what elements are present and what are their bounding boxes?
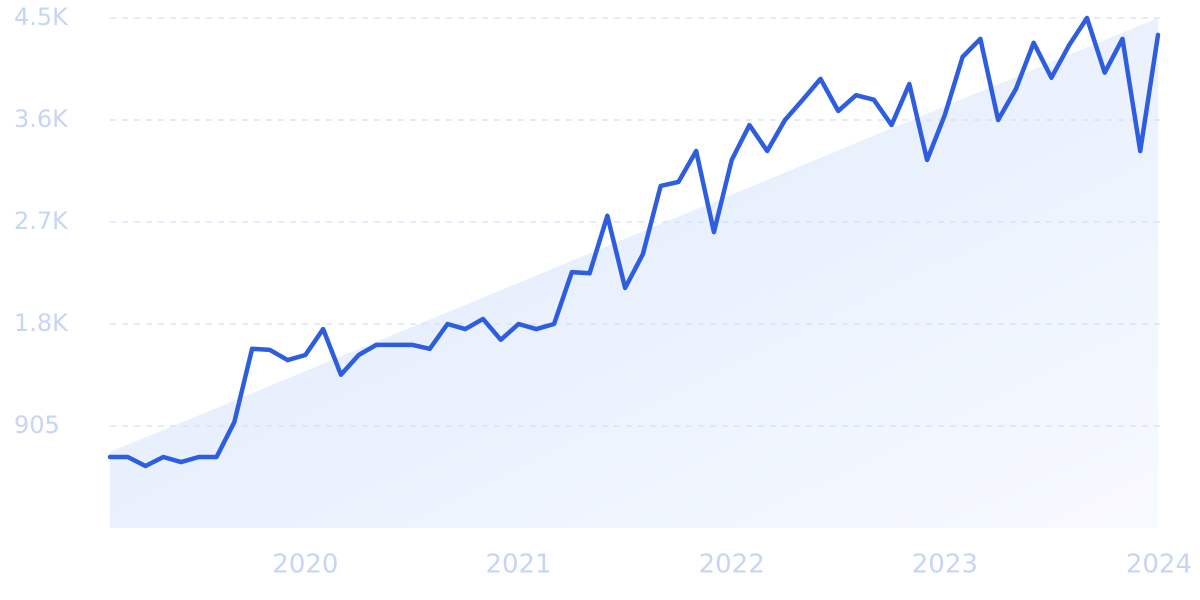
- y-tick-label: 4.5K: [14, 3, 69, 31]
- x-tick-label: 2021: [485, 550, 551, 580]
- y-tick-label: 2.7K: [14, 207, 69, 235]
- y-tick-label: 905: [14, 411, 60, 439]
- y-tick-label: 1.8K: [14, 309, 69, 337]
- x-tick-label: 2024: [1126, 550, 1192, 580]
- x-tick-label: 2022: [699, 550, 765, 580]
- x-tick-label: 2023: [912, 550, 978, 580]
- data-line: [107, 15, 1161, 469]
- x-tick-label: 2020: [272, 550, 338, 580]
- y-tick-label: 3.6K: [14, 105, 69, 133]
